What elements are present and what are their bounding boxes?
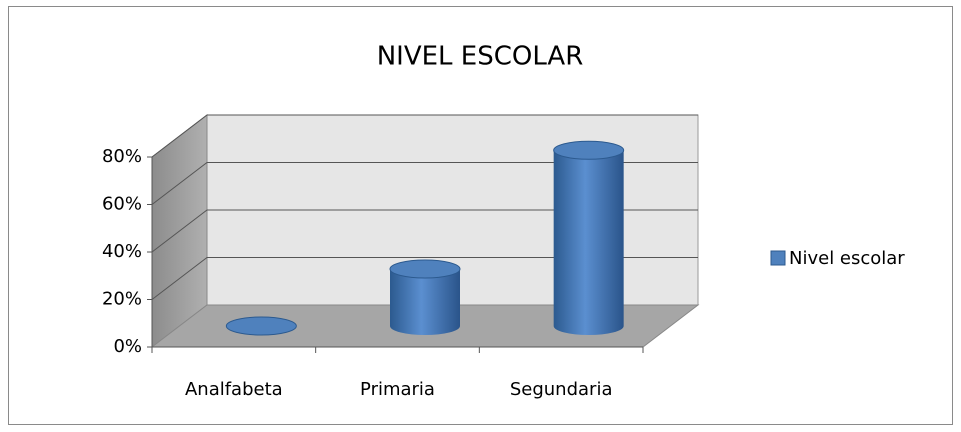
grid-line [151, 114, 698, 158]
x-tick-label: Primaria [360, 379, 435, 400]
bar-body [390, 269, 460, 335]
y-tick-label: 20% [102, 289, 142, 310]
legend-label: Nivel escolar [789, 248, 905, 269]
bar-body [553, 150, 624, 335]
y-tick-label: 40% [102, 241, 142, 262]
bar [553, 140, 625, 335]
x-tick-label: Analfabeta [185, 379, 283, 400]
x-tick-label: Segundaria [510, 379, 613, 400]
y-tick-label: 80% [102, 146, 142, 167]
grid-line [151, 209, 698, 253]
y-tick-label: 60% [102, 194, 142, 215]
legend-swatch [770, 250, 786, 266]
grid-line [151, 162, 698, 205]
grid-line [151, 257, 698, 300]
bar-top [553, 140, 625, 160]
chart-title: NIVEL ESCOLAR [377, 42, 584, 72]
bar [389, 259, 461, 335]
y-tick-label: 0% [113, 336, 142, 357]
bar-top [225, 316, 297, 336]
bar-top [389, 259, 461, 279]
bar [225, 316, 297, 336]
